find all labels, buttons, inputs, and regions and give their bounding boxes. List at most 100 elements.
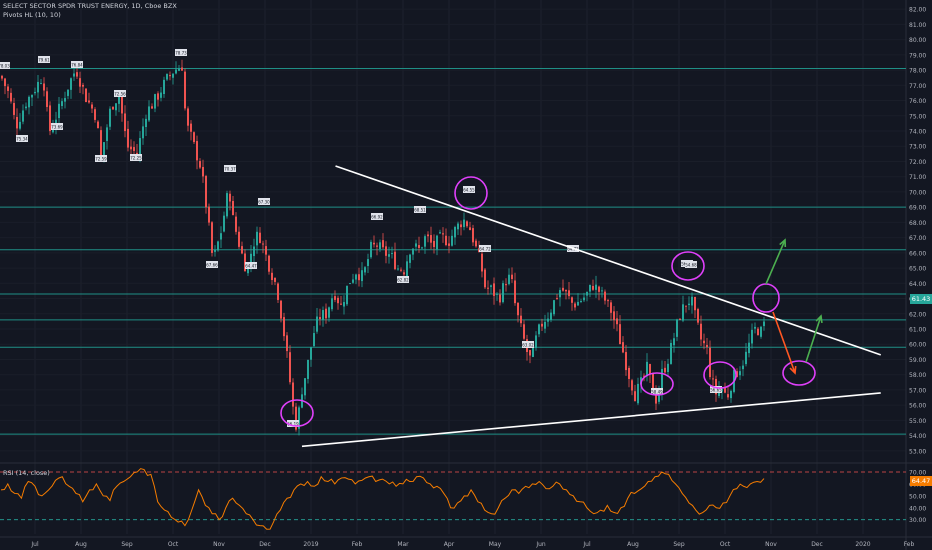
candle-body <box>187 108 189 126</box>
candle-body <box>88 100 90 103</box>
candle-body <box>481 253 483 272</box>
x-tick-label: Apr <box>444 541 455 548</box>
pivot-label-box <box>414 206 426 213</box>
pivot-label-box <box>38 56 50 63</box>
candle-body <box>667 363 669 373</box>
x-tick-label: Nov <box>213 541 225 548</box>
pivot-label-box <box>479 245 491 252</box>
candle-body <box>550 312 552 320</box>
candle-body <box>565 289 567 292</box>
candle-body <box>412 248 414 255</box>
candle-body <box>619 324 621 345</box>
candle-body <box>445 235 447 246</box>
pivot-label: 72.25 <box>130 156 142 161</box>
candle-body <box>754 326 756 329</box>
candle-body <box>631 380 633 391</box>
y-tick-label: 62.00 <box>909 311 926 318</box>
candle-body <box>118 95 120 104</box>
candle-body <box>523 324 525 339</box>
y-tick-label: 54.00 <box>909 433 926 440</box>
candle-body <box>241 246 243 254</box>
candle-body <box>343 302 345 307</box>
candle-body <box>31 94 33 98</box>
candle-body <box>676 319 678 337</box>
candle-body <box>610 302 612 313</box>
candle-body <box>535 335 537 349</box>
y-tick-label: 66.00 <box>909 250 926 257</box>
candle-body <box>661 368 663 392</box>
candle-body <box>142 126 144 139</box>
pivot-label: 66.92 <box>371 215 383 220</box>
trendline <box>301 392 881 448</box>
candle-body <box>112 106 114 110</box>
pivot-label-box <box>522 341 534 348</box>
pivot-label-box <box>287 420 299 427</box>
pivot-label-box <box>685 261 697 268</box>
candle-body <box>325 308 327 319</box>
y-tick-label: 64.00 <box>909 281 926 288</box>
candle-body <box>310 347 312 360</box>
candle-body <box>331 298 333 310</box>
candle-body <box>427 234 429 237</box>
candle-body <box>127 128 129 148</box>
highlight-circle <box>280 399 314 427</box>
y-tick-label: 76.00 <box>909 98 926 105</box>
pivot-label: 64.47 <box>245 264 257 269</box>
candle-body <box>166 73 168 80</box>
symbol-title[interactable]: SELECT SECTOR SPDR TRUST ENERGY, 1D, Cbo… <box>3 2 177 10</box>
candle-body <box>121 95 123 114</box>
highlight-circle <box>640 372 674 396</box>
candle-body <box>724 387 726 393</box>
y-tick-label: 75.00 <box>909 113 926 120</box>
candle-body <box>190 123 192 132</box>
candle-body <box>694 296 696 311</box>
candle-body <box>25 106 27 109</box>
candle-body <box>313 333 315 347</box>
candle-body <box>307 359 309 379</box>
pivot-label-box <box>0 62 10 69</box>
candle-body <box>730 390 732 399</box>
candle-body <box>541 323 543 327</box>
candle-body <box>466 221 468 227</box>
y-tick-label: 70.00 <box>909 189 926 196</box>
candle-body <box>442 233 444 235</box>
candle-body <box>259 232 261 243</box>
projection-arrow <box>772 311 796 374</box>
pivot-label: 68.51 <box>414 208 426 213</box>
candle-body <box>496 293 498 295</box>
candle-body <box>514 280 516 304</box>
candle-body <box>265 246 267 255</box>
candle-body <box>532 345 534 357</box>
pivot-label-box <box>206 261 218 268</box>
pivot-label: 56.65 <box>710 388 722 393</box>
candle-body <box>679 318 681 320</box>
pivot-label-box <box>16 135 28 142</box>
candle-body <box>628 367 630 379</box>
pivot-label: 54.68 <box>685 263 697 268</box>
candle-body <box>274 277 276 282</box>
candle-body <box>172 73 174 78</box>
pivot-label: 72.56 <box>114 92 126 97</box>
candle-body <box>328 307 330 318</box>
indicator-label[interactable]: Pivots HL (10, 10) <box>3 11 61 19</box>
y-tick-label: 78.00 <box>909 68 926 75</box>
rsi-label[interactable]: RSI (14, close) <box>3 469 50 477</box>
rsi-tick-label: 70.00 <box>909 469 926 476</box>
candle-body <box>133 147 135 151</box>
candle-body <box>502 283 504 303</box>
candle-body <box>469 227 471 231</box>
candle-body <box>316 316 318 332</box>
candle-body <box>643 375 645 377</box>
candle-body <box>604 291 606 301</box>
rsi-tick-label: 50.00 <box>909 493 926 500</box>
candle-body <box>499 294 501 303</box>
pivot-label: 64.55 <box>463 188 475 193</box>
candle-body <box>739 371 741 376</box>
candle-body <box>751 329 753 344</box>
candle-body <box>103 142 105 156</box>
candle-body <box>418 245 420 248</box>
candle-body <box>346 285 348 305</box>
pivot-label: 78.73 <box>175 51 187 56</box>
